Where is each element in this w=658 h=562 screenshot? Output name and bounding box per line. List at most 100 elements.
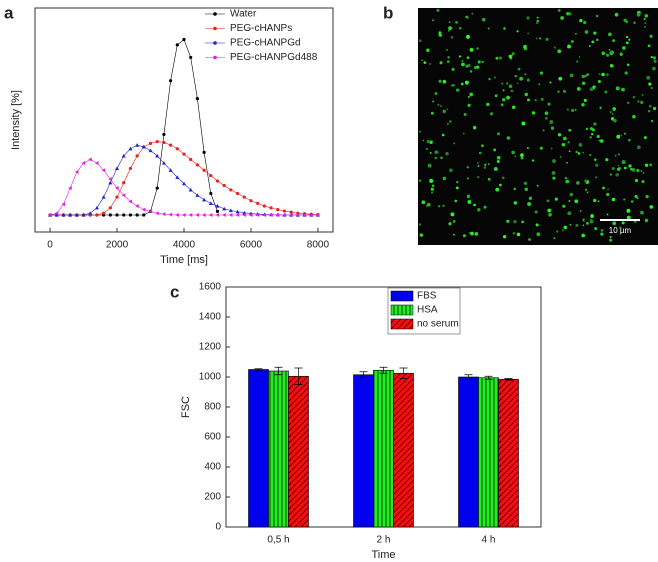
data-point xyxy=(276,208,280,212)
fluorescent-dot xyxy=(466,194,471,199)
fluorescent-dot xyxy=(508,84,513,89)
data-point xyxy=(108,206,112,210)
fluorescent-dot xyxy=(534,99,537,102)
error-bar xyxy=(464,374,473,380)
fluorescent-dot xyxy=(452,83,455,87)
fluorescent-dot xyxy=(527,98,530,102)
fluorescent-dot xyxy=(477,165,480,168)
data-point xyxy=(94,161,99,166)
fluorescent-dot xyxy=(431,191,434,194)
fluorescent-dot xyxy=(648,104,652,108)
fluorescent-dot xyxy=(461,60,464,62)
fluorescent-dot xyxy=(467,95,470,98)
fluorescent-dot xyxy=(501,82,504,85)
y-tick-label: 1000 xyxy=(199,372,222,383)
y-axis-label: Intensity [%] xyxy=(10,90,22,150)
data-point xyxy=(182,152,186,156)
legend-swatch-hatch xyxy=(391,305,413,315)
data-point xyxy=(229,188,233,192)
fluorescent-dot xyxy=(437,103,440,106)
fluorescent-dot xyxy=(624,71,628,75)
fluorescent-dot xyxy=(626,208,631,213)
fluorescent-dot xyxy=(547,102,551,106)
fluorescent-dot xyxy=(496,155,501,160)
fluorescent-dot xyxy=(617,153,620,156)
fluorescent-dot xyxy=(627,101,630,104)
fluorescent-dot xyxy=(514,155,517,158)
data-point xyxy=(289,212,293,217)
fluorescent-dot xyxy=(495,187,500,192)
fluorescent-dot xyxy=(567,44,571,49)
fluorescent-dot xyxy=(609,236,612,239)
fluorescent-dot xyxy=(540,98,544,101)
fluorescent-dot xyxy=(425,147,429,151)
fluorescent-dot xyxy=(563,225,568,230)
fluorescent-dot xyxy=(550,126,555,130)
fluorescent-dot xyxy=(429,140,433,144)
fluorescent-dot xyxy=(448,168,453,173)
fluorescent-dot xyxy=(586,222,589,225)
data-point xyxy=(115,195,119,199)
fluorescent-dot xyxy=(645,195,649,199)
fluorescent-dot xyxy=(633,21,636,25)
fluorescent-dot xyxy=(569,224,572,226)
fluorescent-dot xyxy=(448,222,452,226)
data-point xyxy=(115,166,120,171)
fluorescent-dot xyxy=(599,139,604,143)
data-point xyxy=(269,212,273,217)
fluorescent-dot xyxy=(628,139,631,142)
fluorescent-dot xyxy=(539,146,543,150)
data-point xyxy=(222,206,227,211)
fluorescent-dot xyxy=(510,89,514,93)
fluorescent-dot xyxy=(454,199,458,203)
fluorescent-dot xyxy=(476,65,480,69)
fluorescent-dot xyxy=(626,63,630,67)
fluorescent-dot xyxy=(505,82,509,85)
data-point xyxy=(208,212,213,217)
data-point xyxy=(175,43,179,47)
legend-marker xyxy=(213,55,217,60)
fluorescent-dot xyxy=(650,119,654,123)
fluorescent-dot xyxy=(470,231,474,236)
fluorescent-dot xyxy=(446,60,450,63)
data-point xyxy=(148,141,153,145)
fluorescent-dot xyxy=(441,133,445,137)
fluorescent-dot xyxy=(597,79,601,84)
data-point xyxy=(128,166,133,171)
fluorescent-dot xyxy=(590,132,594,136)
x-tick-label: 0,5 h xyxy=(267,535,289,546)
data-point xyxy=(88,157,92,162)
fluorescent-dot xyxy=(579,210,582,213)
fluorescent-dot xyxy=(652,66,656,71)
fluorescent-dot xyxy=(502,235,507,239)
data-point xyxy=(122,213,126,217)
fluorescent-dot xyxy=(516,82,519,85)
data-point xyxy=(289,210,293,214)
bar-hatch xyxy=(288,376,309,527)
fluorescent-dot xyxy=(487,163,490,166)
data-point xyxy=(235,212,240,217)
fluorescent-dot xyxy=(466,16,469,19)
fluorescent-dot xyxy=(426,139,430,144)
fluorescent-dot xyxy=(458,55,462,58)
fluorescent-dot xyxy=(429,62,432,66)
fluorescent-dot xyxy=(576,60,579,63)
fluorescent-dot xyxy=(506,219,510,223)
fluorescent-dot xyxy=(456,180,459,184)
fluorescent-dot xyxy=(452,220,456,223)
legend-label: PEG-cHANPs xyxy=(230,23,292,34)
fluorescent-dot xyxy=(614,154,617,157)
data-point xyxy=(295,212,300,217)
legend-label: HSA xyxy=(417,305,438,316)
legend-label: Water xyxy=(230,9,257,20)
fluorescent-dot xyxy=(575,150,578,154)
fluorescent-dot xyxy=(646,75,651,80)
fluorescent-dot xyxy=(544,116,548,120)
fluorescent-dot xyxy=(589,153,592,157)
fluorescent-dot xyxy=(593,122,597,126)
fluorescent-dot xyxy=(615,173,619,177)
fluorescent-dot xyxy=(422,139,425,142)
data-point xyxy=(108,177,112,182)
fluorescent-dot xyxy=(524,187,529,192)
